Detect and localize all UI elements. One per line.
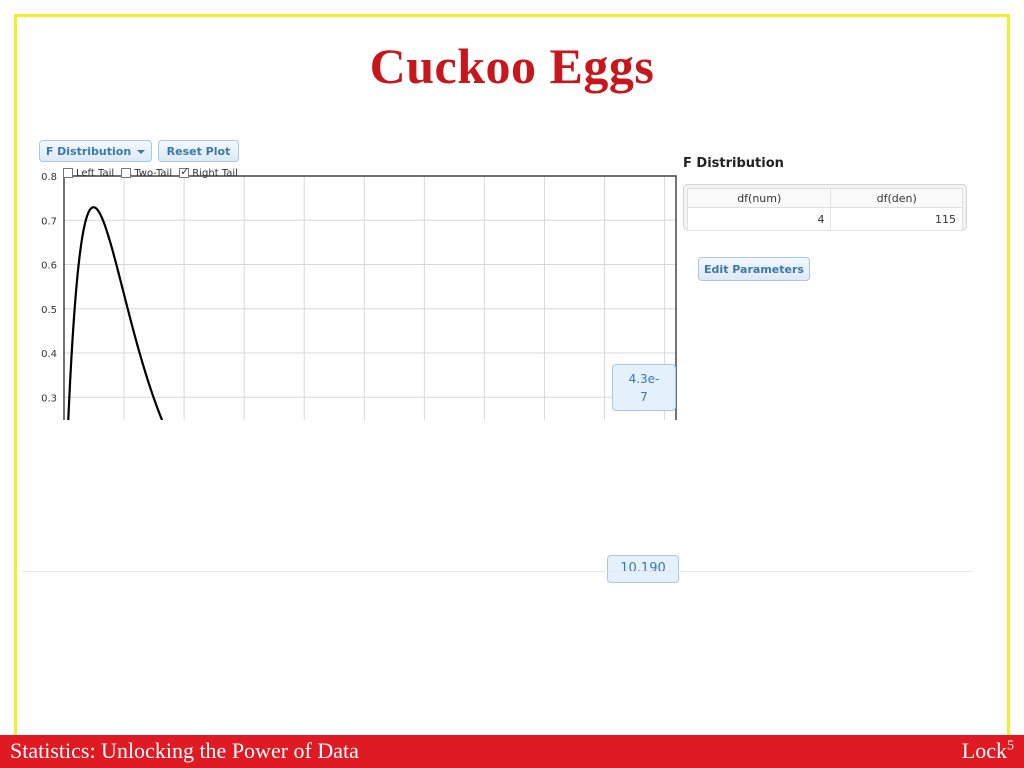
chevron-down-icon — [137, 150, 146, 154]
right-tail-checkbox[interactable] — [179, 165, 190, 178]
right-tail-label: Right Tail — [192, 168, 238, 179]
y-tick-label: 0.7 — [41, 216, 57, 227]
footer-author-name: Lock — [961, 738, 1007, 763]
parameters-table: df(num) df(den) 4 115 — [683, 184, 967, 231]
right-tail-option[interactable]: Right Tail — [179, 165, 238, 179]
reset-plot-button[interactable]: Reset Plot — [158, 140, 239, 162]
footer-course-title: Statistics: Unlocking the Power of Data — [10, 738, 359, 763]
footer-author: Lock5 — [962, 738, 1014, 764]
y-axis: 0.00.10.20.30.40.50.60.70.8 — [41, 172, 57, 404]
tail-area-line2: 7 — [640, 390, 648, 404]
distribution-dropdown[interactable]: F Distribution — [39, 140, 152, 162]
slide-footer: Statistics: Unlocking the Power of Data … — [0, 735, 1024, 768]
df-num-header: df(num) — [686, 188, 832, 208]
tail-options: Left Tail Two-Tail Right Tail — [63, 165, 242, 179]
tail-area-tooltip[interactable]: 4.3e- 7 — [612, 364, 676, 411]
df-num-value: 4 — [686, 207, 832, 231]
distribution-dropdown-label: F Distribution — [45, 145, 132, 158]
footer-author-sup: 5 — [1007, 738, 1014, 754]
left-tail-option[interactable]: Left Tail — [63, 168, 114, 179]
y-tick-label: 0.5 — [41, 305, 57, 316]
tail-area-line1: 4.3e- — [628, 372, 660, 386]
left-tail-checkbox[interactable] — [63, 168, 73, 178]
density-curve — [67, 206, 164, 420]
two-tail-option[interactable]: Two-Tail — [121, 168, 172, 179]
two-tail-label: Two-Tail — [134, 168, 173, 179]
left-tail-label: Left Tail — [76, 168, 115, 179]
y-tick-label: 0.3 — [41, 393, 57, 404]
df-den-value: 115 — [830, 207, 963, 231]
edit-parameters-button[interactable]: Edit Parameters — [698, 257, 810, 281]
y-tick-label: 0.4 — [41, 349, 57, 360]
two-tail-checkbox[interactable] — [121, 168, 132, 178]
panel-title: F Distribution — [683, 156, 784, 171]
y-tick-label: 0.8 — [41, 172, 57, 183]
divider — [22, 571, 972, 572]
plot-border — [63, 175, 677, 420]
y-tick-label: 0.6 — [41, 261, 57, 272]
df-den-header: df(den) — [830, 188, 963, 208]
slide-title: Cuckoo Eggs — [369, 38, 655, 94]
x-value-input[interactable]: 10.190 — [607, 555, 679, 583]
chart-grid — [63, 175, 676, 420]
f-distribution-chart: 0.00.10.20.30.40.50.60.70.8 012345678910 — [41, 172, 677, 420]
slide: Cuckoo Eggs — [14, 14, 1010, 755]
